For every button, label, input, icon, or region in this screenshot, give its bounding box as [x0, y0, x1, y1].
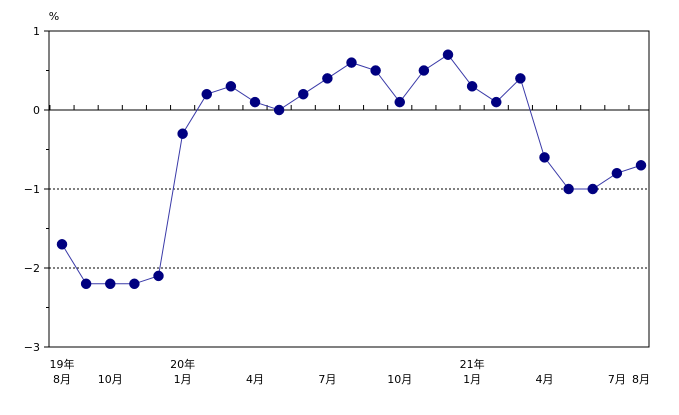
data-point [249, 96, 261, 108]
data-point [346, 57, 357, 68]
x-tick-year-label: 19年 [50, 357, 75, 371]
data-point [370, 65, 381, 76]
data-point [298, 88, 309, 100]
data-point [80, 278, 92, 290]
y-tick-label: 0 [33, 104, 40, 117]
series-layer [56, 49, 647, 290]
y-unit-label: % [49, 10, 59, 23]
y-tick-label: 1 [33, 25, 40, 38]
x-tick-month-label: 7月 [318, 373, 336, 386]
data-point [56, 239, 68, 250]
y-tick-label: −3 [24, 341, 40, 354]
y-axis: 1 0 −1 −2 −3 [24, 25, 49, 354]
x-tick-year-label: 21年 [460, 357, 485, 371]
data-point [515, 73, 526, 84]
y-tick-label: −1 [24, 183, 40, 196]
x-tick-month-label: 8月 [53, 373, 71, 386]
data-point [611, 167, 623, 179]
data-point [466, 81, 478, 92]
data-point [635, 160, 647, 171]
x-axis: 19年 8月 10月 20年 1月 4月 7月 10月 21年 1月 4月 7月 8月 [50, 357, 651, 386]
data-point [177, 128, 188, 139]
data-point [225, 81, 237, 92]
x-tick-month-label: 7月 [608, 373, 626, 386]
data-point [105, 278, 116, 290]
x-tick-month-label: 1月 [463, 373, 481, 386]
y-tick-label: −2 [24, 262, 40, 275]
data-point [322, 73, 333, 84]
x-tick-month-label: 4月 [536, 373, 554, 386]
data-point [418, 65, 430, 76]
reference-lines [49, 105, 649, 269]
data-point [587, 183, 598, 195]
data-point [539, 152, 550, 163]
data-point [394, 96, 405, 108]
x-tick-month-label: 1月 [174, 373, 192, 386]
data-point [129, 278, 140, 290]
data-point [563, 183, 574, 195]
x-tick-month-label: 4月 [246, 373, 264, 386]
data-point [442, 49, 454, 60]
x-tick-month-label: 10月 [98, 373, 123, 386]
data-point [201, 88, 212, 100]
x-tick-year-label: 20年 [170, 357, 195, 371]
x-tick-month-label: 8月 [632, 373, 650, 386]
data-point [153, 270, 164, 282]
x-tick-month-label: 10月 [387, 373, 412, 386]
data-point [273, 104, 285, 116]
data-point [491, 96, 502, 108]
